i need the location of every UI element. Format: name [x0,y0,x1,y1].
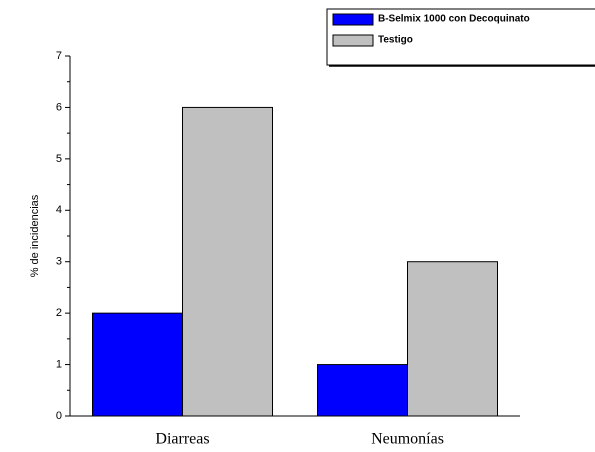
bar [182,106,273,417]
bar [317,364,408,417]
y-tick-label: 1 [56,358,62,370]
legend-swatch [332,34,374,47]
y-tick-label: 2 [56,307,62,319]
y-axis-label: % de incidencias [29,194,41,277]
y-tick-label: 3 [56,256,62,268]
y-tick-label: 0 [56,410,62,422]
legend-label: B-Selmix 1000 con Decoquinato [378,14,530,25]
y-tick-label: 5 [56,153,62,165]
y-tick-label: 6 [56,101,62,113]
legend-label: Testigo [378,35,413,46]
legend-swatch [332,13,374,26]
y-tick-label: 7 [56,50,62,62]
y-tick-label: 4 [56,204,62,216]
x-tick-label: Diarreas [155,431,209,448]
bar [407,261,498,417]
x-tick-label: Neumonías [371,431,444,448]
bar [92,312,183,417]
